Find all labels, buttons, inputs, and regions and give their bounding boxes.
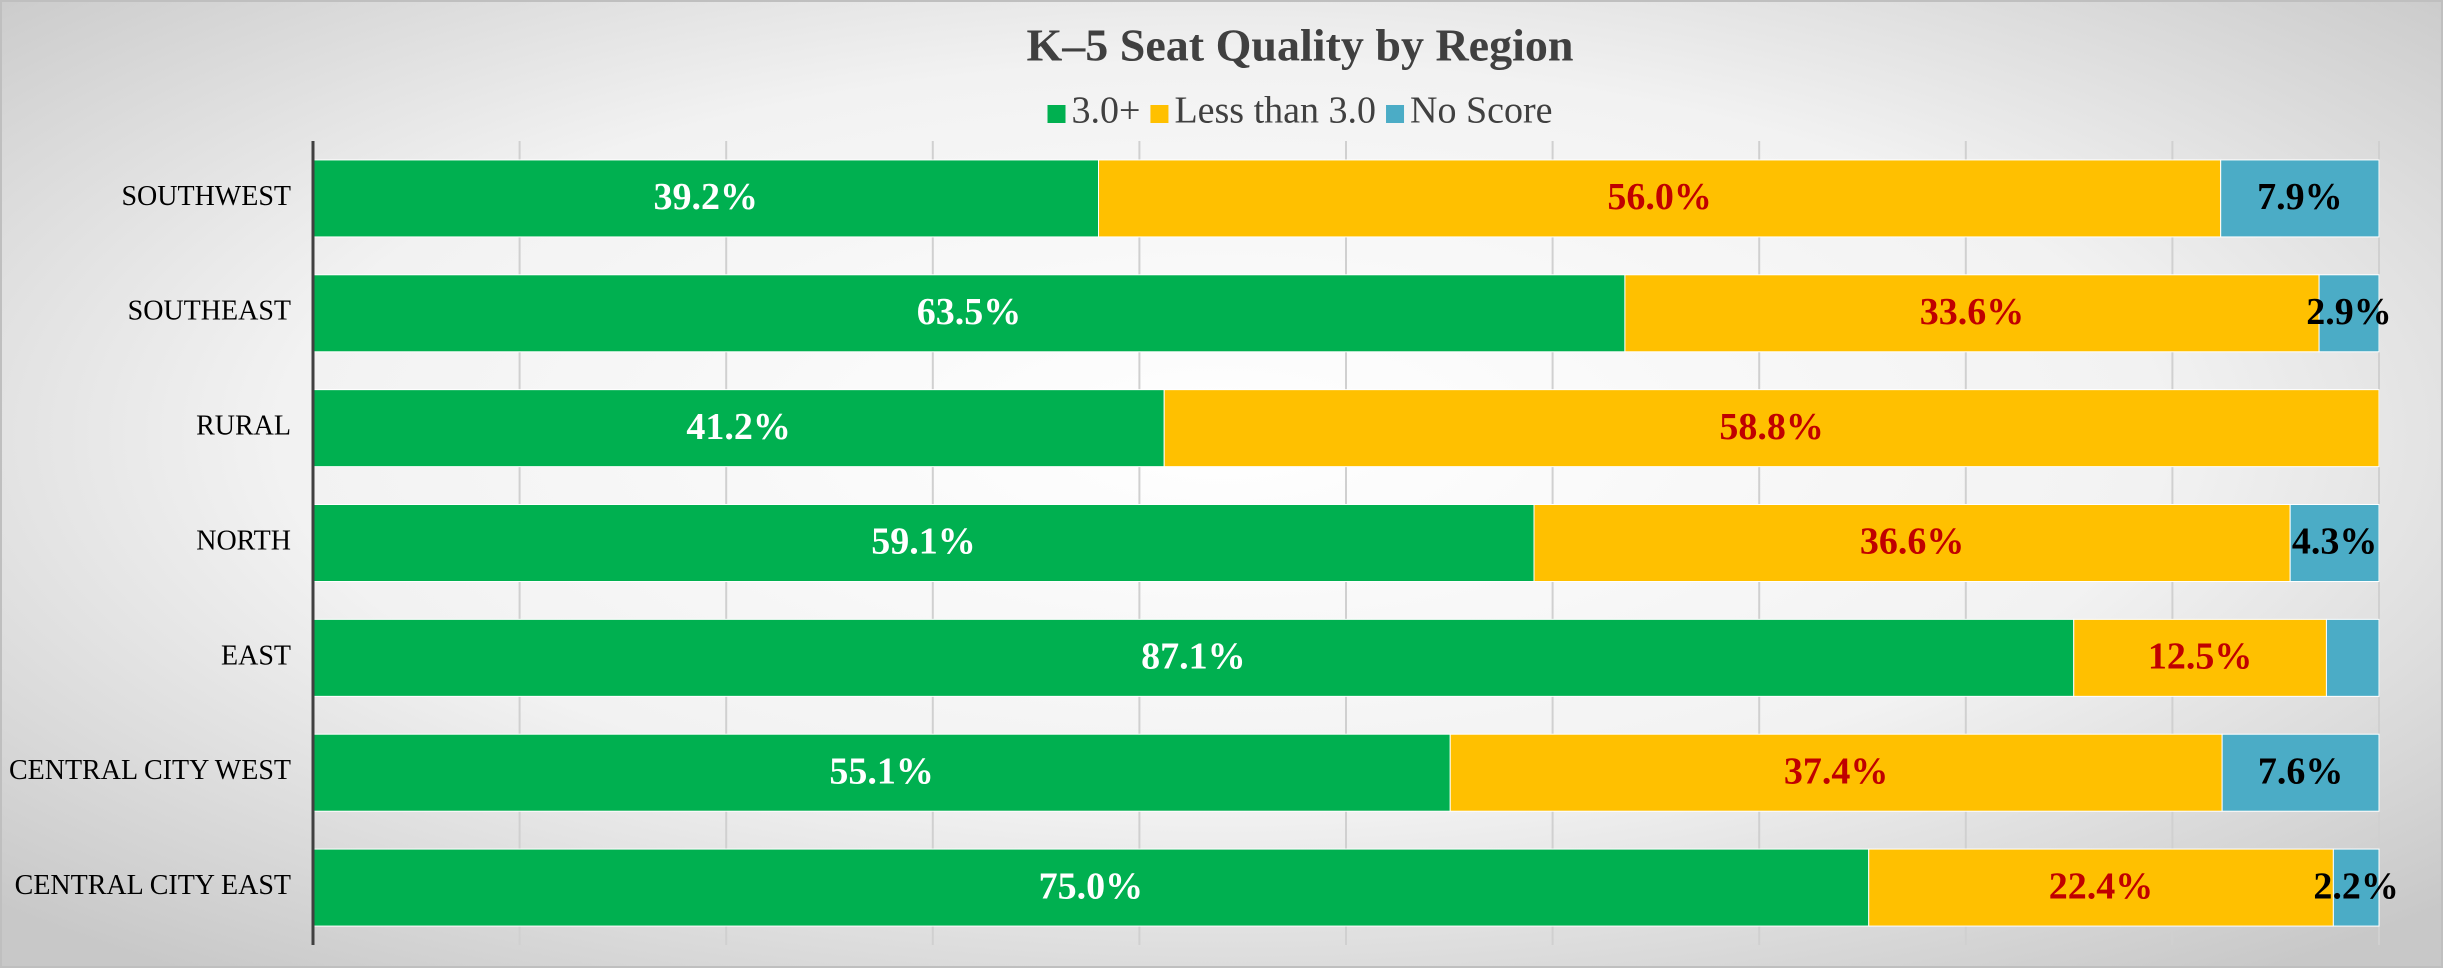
legend-swatch	[1150, 105, 1169, 123]
bar-segment	[2073, 618, 2327, 697]
bar-segment	[1868, 848, 2334, 927]
bar-segment	[2332, 848, 2380, 927]
bar-segment	[1163, 389, 2380, 468]
bar-segment	[312, 618, 2075, 697]
y-tick-label: EAST	[221, 640, 291, 671]
chart-title: K–5 Seat Quality by Region	[1027, 20, 1574, 71]
y-tick-label: CENTRAL CITY WEST	[9, 755, 291, 786]
bar-segment	[1449, 733, 2223, 812]
legend-label: No Score	[1410, 90, 1552, 132]
data-label: 2.2%	[2313, 865, 2399, 907]
bar-segment	[312, 389, 1165, 468]
bar-segment	[312, 733, 1451, 812]
bar-segment	[312, 504, 1535, 582]
y-tick-label: NORTH	[196, 525, 291, 556]
data-label: 7.6%	[2258, 750, 2344, 792]
bar-segment	[2220, 159, 2380, 238]
data-label: 56.0%	[1607, 176, 1712, 218]
y-tick-label: RURAL	[196, 411, 291, 442]
data-label: 33.6%	[1920, 291, 2025, 333]
data-label: 4.3%	[2292, 521, 2378, 563]
y-tick-label: SOUTHEAST	[128, 296, 291, 327]
bar-segment	[2325, 618, 2380, 697]
bar-segment	[312, 159, 1100, 238]
bar-segment	[312, 274, 1626, 353]
data-label: 37.4%	[1784, 750, 1889, 792]
data-label: 59.1%	[871, 521, 976, 563]
data-label: 87.1%	[1141, 636, 1246, 678]
data-label: 63.5%	[917, 291, 1022, 333]
data-label: 2.9%	[2306, 291, 2392, 333]
data-label: 12.5%	[2148, 636, 2253, 678]
legend-label: 3.0+	[1072, 90, 1141, 132]
bar-segment	[1624, 274, 2320, 353]
data-label: 22.4%	[2049, 865, 2154, 907]
data-label: 58.8%	[1719, 406, 1824, 448]
bar-segment	[1533, 504, 2291, 582]
data-label: 41.2%	[686, 406, 791, 448]
legend-label: Less than 3.0	[1174, 90, 1376, 132]
y-tick-label: CENTRAL CITY EAST	[15, 870, 291, 901]
bar-segment	[1098, 159, 2222, 238]
data-label: 36.6%	[1860, 521, 1965, 563]
legend-swatch	[1047, 105, 1066, 123]
bar-segment	[2221, 733, 2380, 812]
data-label: 75.0%	[1039, 865, 1144, 907]
legend-swatch	[1386, 105, 1405, 123]
data-label: 39.2%	[654, 176, 759, 218]
bar-segment	[2318, 274, 2380, 353]
y-tick-label: SOUTHWEST	[121, 181, 291, 212]
legend: 3.0+ Less than 3.0 No Score	[1047, 90, 1552, 132]
data-label: 55.1%	[829, 750, 934, 792]
bar-segment	[2289, 504, 2380, 582]
data-label: 7.9%	[2257, 176, 2343, 218]
